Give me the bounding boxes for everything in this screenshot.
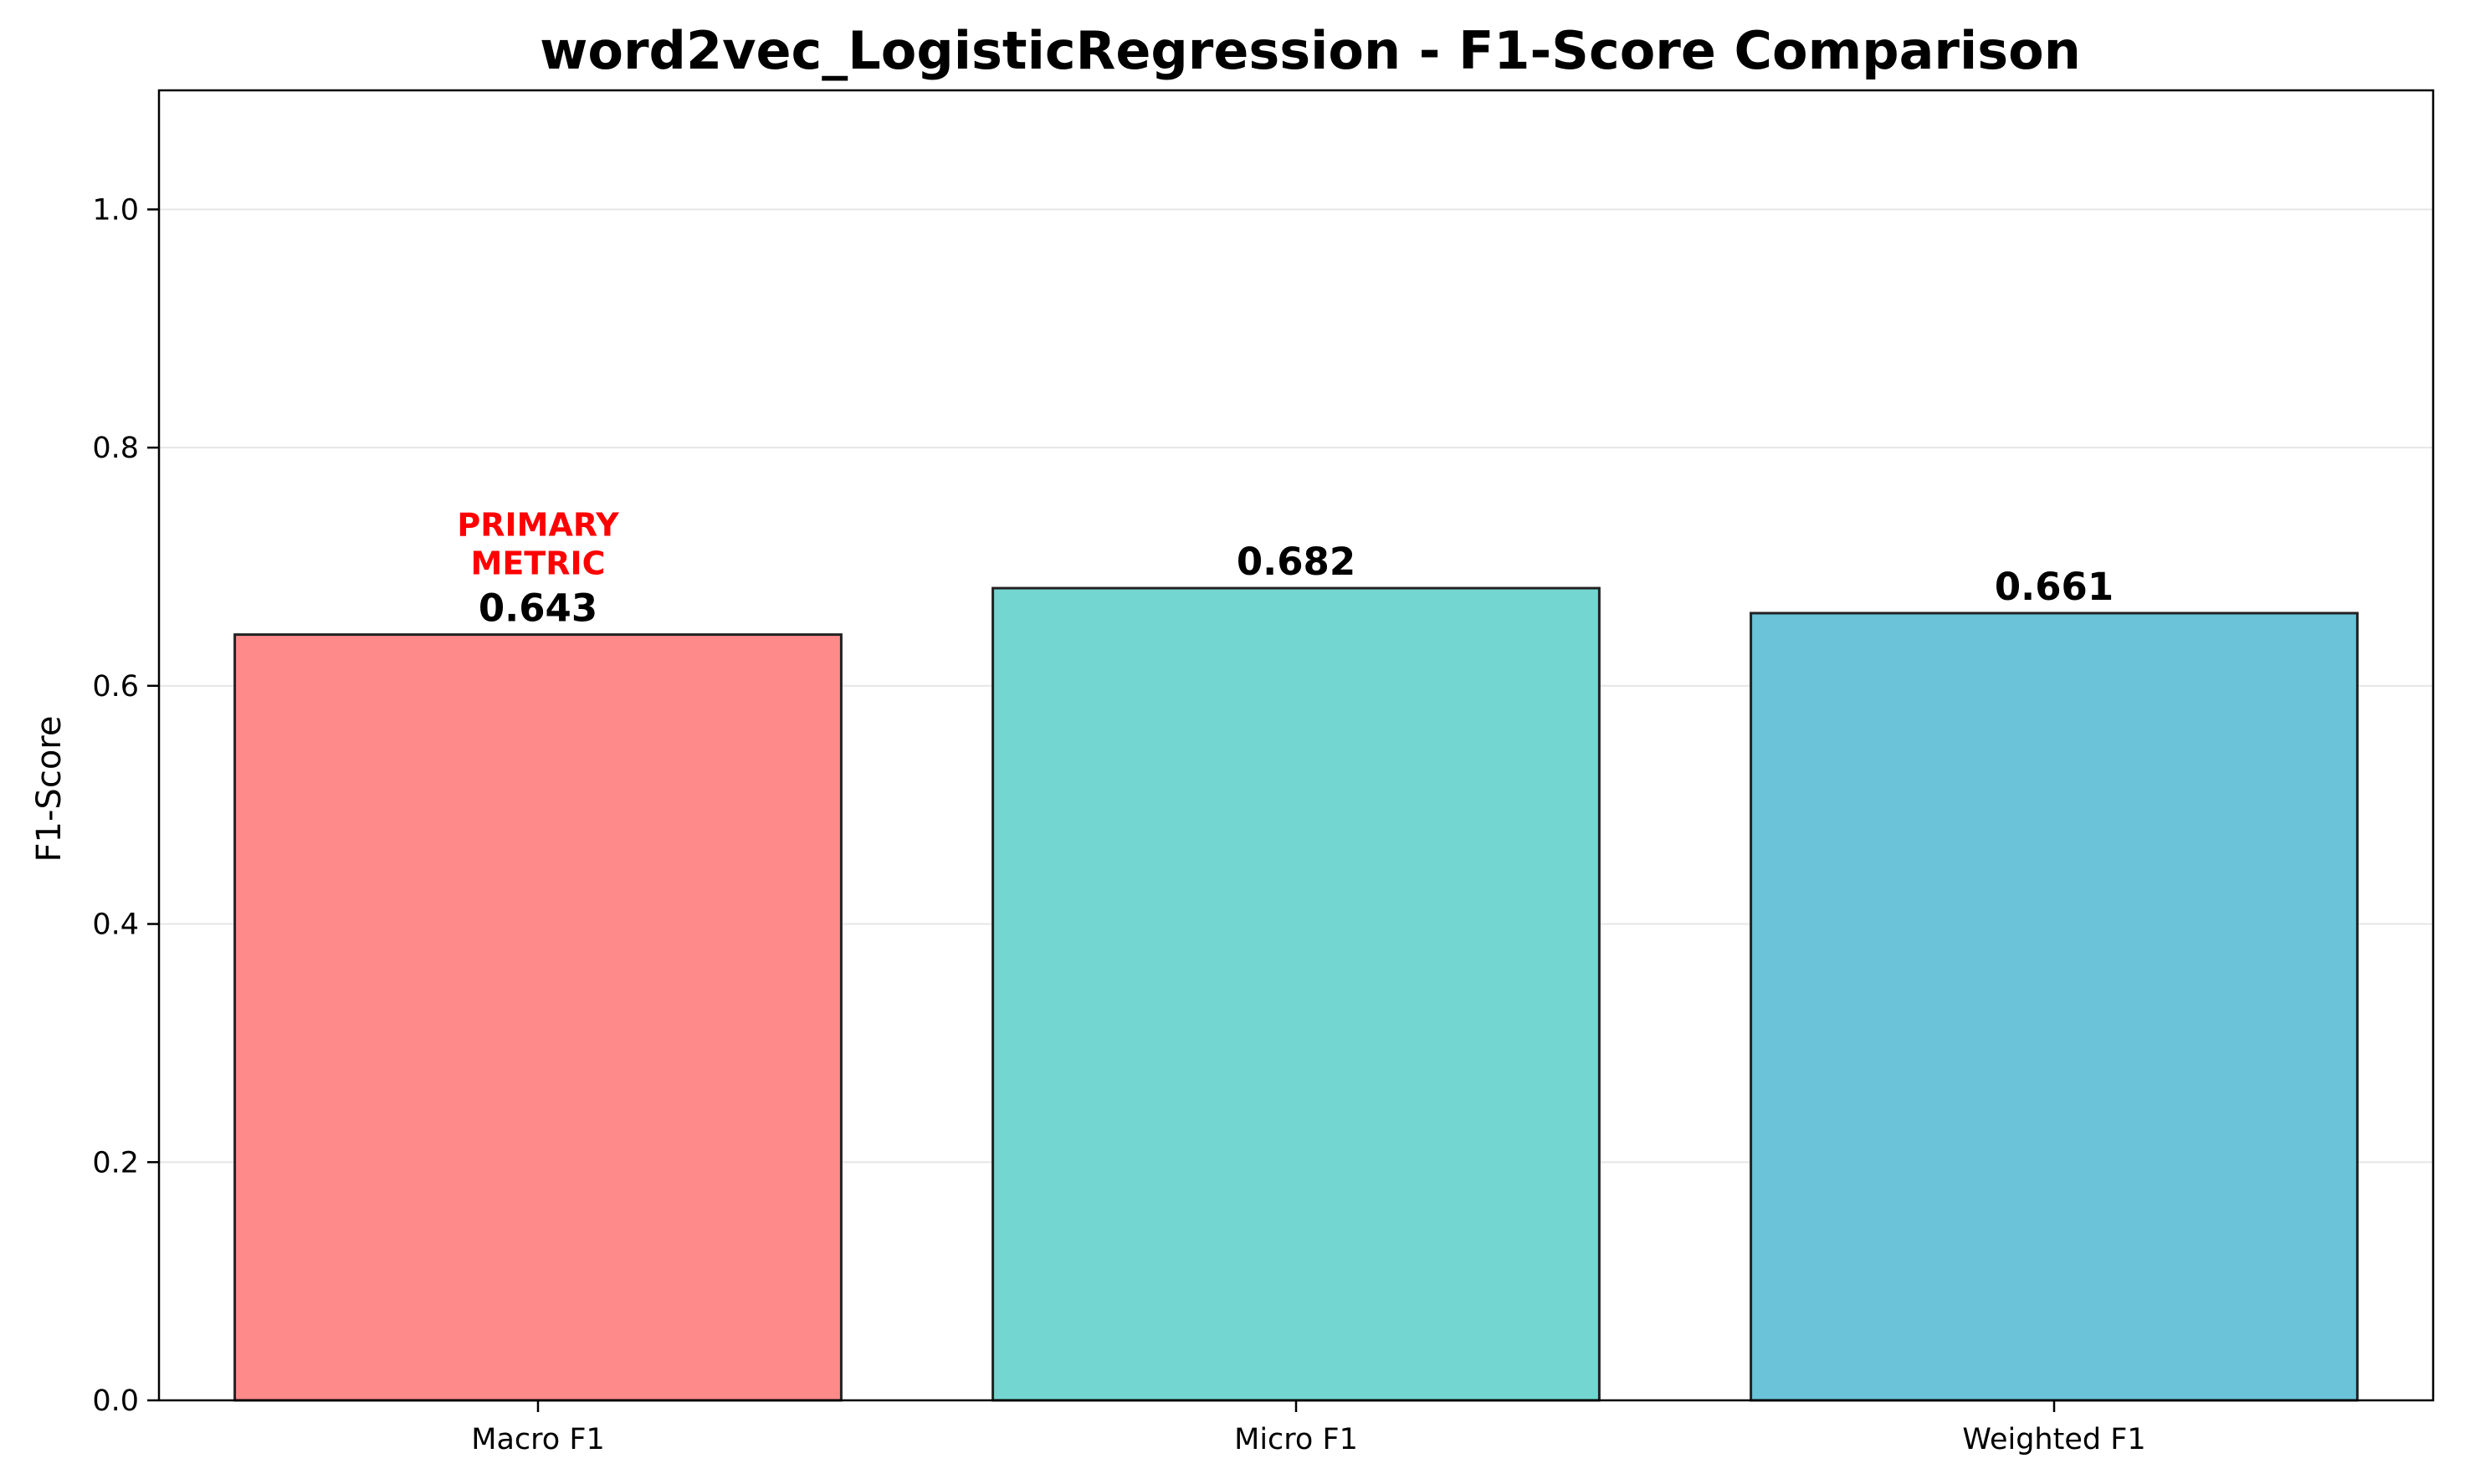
y-tick-label: 0.0 [92, 1384, 139, 1418]
primary-metric-annotation: PRIMARY [457, 507, 619, 544]
bar-value-label: 0.643 [479, 586, 597, 631]
y-tick-label: 0.2 [92, 1146, 139, 1180]
x-axis-ticks: Macro F1 Micro F1 Weighted F1 [471, 1400, 2146, 1456]
y-axis-label: F1-Score [30, 716, 69, 862]
bars [233, 586, 2359, 1402]
bar-value-label: 0.682 [1237, 540, 1355, 584]
chart-title: word2vec_LogisticRegression - F1-Score C… [540, 20, 2081, 81]
y-tick-label: 0.4 [92, 908, 139, 942]
y-axis-ticks: 0.0 0.2 0.4 0.6 0.8 1.0 [92, 193, 159, 1418]
bar-value-label: 0.661 [1995, 565, 2114, 609]
y-tick-label: 0.6 [92, 670, 139, 704]
x-tick-label: Macro F1 [471, 1423, 604, 1456]
primary-metric-annotation: METRIC [471, 545, 606, 582]
y-tick-label: 1.0 [92, 193, 139, 227]
x-tick-label: Micro F1 [1234, 1423, 1358, 1456]
bar-micro-f1 [991, 586, 1601, 1402]
x-tick-label: Weighted F1 [1962, 1423, 2145, 1456]
bar-weighted-f1 [1750, 612, 2359, 1402]
bar-macro-f1 [233, 633, 843, 1402]
y-tick-label: 0.8 [92, 432, 139, 465]
